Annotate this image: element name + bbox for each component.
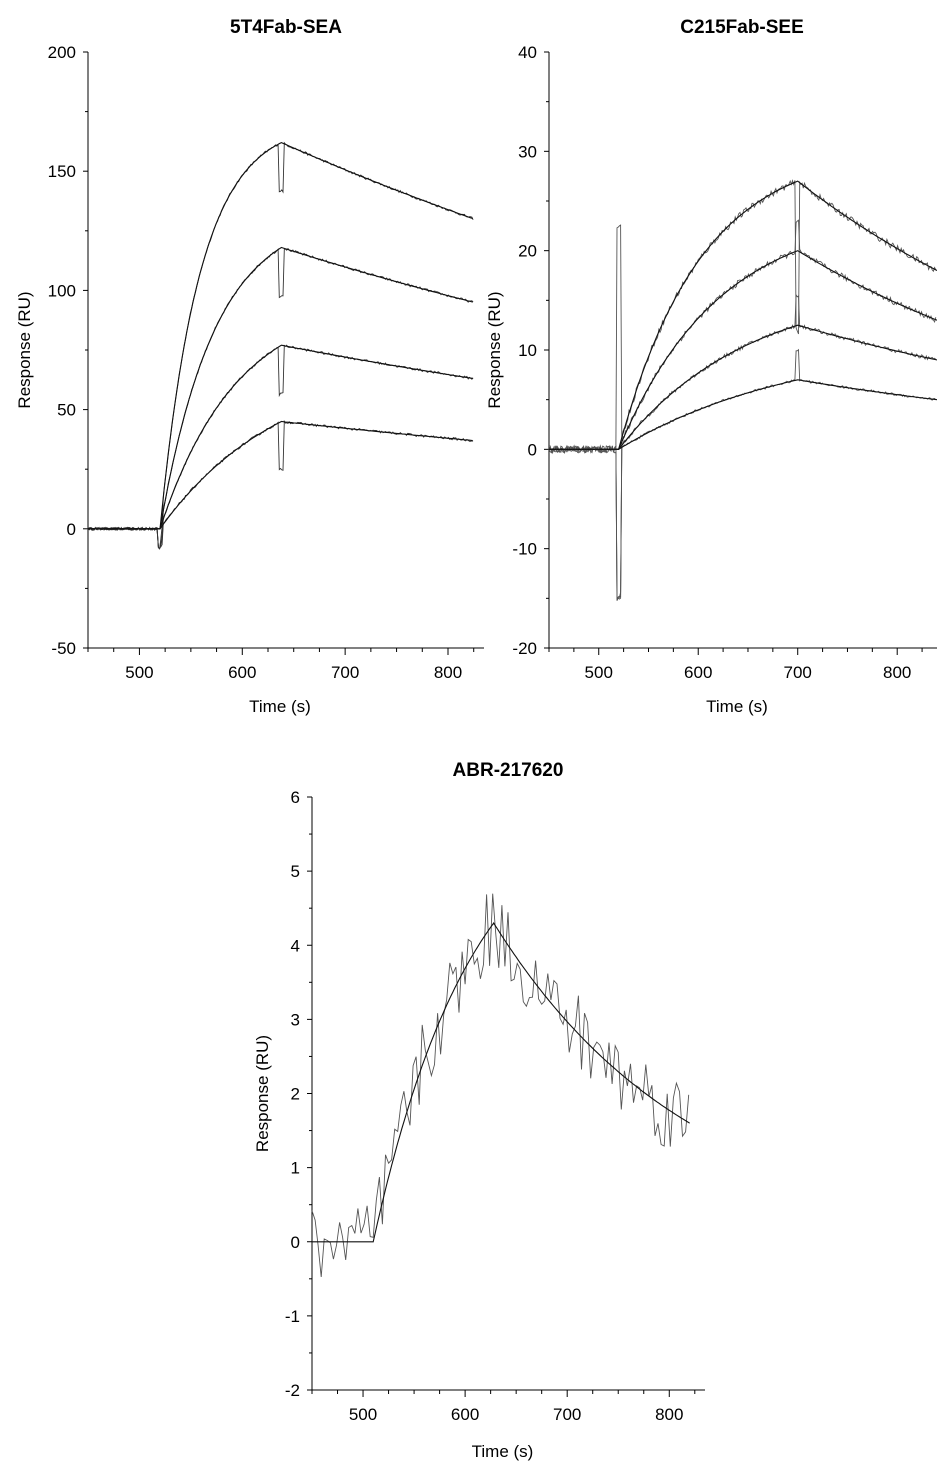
y-tick-label: 50 [57,401,76,420]
x-axis-label: Time (s) [706,697,768,716]
x-tick-label: 700 [784,663,812,682]
fitted-curve [312,922,690,1243]
y-tick-label: 6 [291,788,300,807]
x-tick-label: 800 [883,663,911,682]
y-tick-label: 0 [67,520,76,539]
x-tick-label: 700 [331,663,359,682]
sensorgram-trace [311,893,690,1278]
y-tick-label: 100 [48,281,76,300]
chart-c215fab-see: C215Fab-SEE 40 30 20 10 0 -10 -20 500 600 700 800 Ti… [485,17,937,716]
fitted-curve [88,344,473,530]
chart-title: C215Fab-SEE [680,17,804,38]
y-tick-label: 5 [291,862,300,881]
fitted-curve [549,324,937,450]
chart-abr-217620: ABR-217620 6 5 4 3 2 1 0 -1 -2 500 600 700 800 Time (s… [253,760,705,1461]
y-tick-label: 0 [291,1233,300,1252]
y-tick-label: 10 [518,341,537,360]
y-tick-label: -50 [51,639,76,658]
y-tick-label: 3 [291,1010,300,1029]
x-tick-label: 600 [228,663,256,682]
y-tick-label: 1 [291,1159,300,1178]
x-tick-label: 500 [125,663,153,682]
sensorgram-trace [87,247,474,550]
fitted-curve [88,246,473,530]
sensorgram-trace [548,219,937,601]
y-tick-label: 40 [518,43,537,62]
fitted-curve [88,141,473,530]
y-tick-label: 4 [291,936,300,955]
y-tick-label: 200 [48,43,76,62]
x-tick-label: 600 [684,663,712,682]
y-tick-label: -2 [285,1381,300,1400]
x-tick-label: 800 [655,1405,683,1424]
y-tick-label: 0 [528,440,537,459]
fitted-curve [88,420,473,530]
x-axis-label: Time (s) [472,1442,534,1461]
sensorgram-trace [87,344,474,550]
x-tick-label: 700 [553,1405,581,1424]
x-tick-label: 500 [349,1405,377,1424]
fitted-curve [549,379,937,450]
y-tick-label: 20 [518,242,537,261]
sensorgram-trace [548,348,937,600]
y-axis-label: Response (RU) [485,291,504,408]
y-tick-label: -10 [512,540,537,559]
y-tick-label: -1 [285,1307,300,1326]
x-axis-label: Time (s) [249,697,311,716]
x-tick-label: 800 [434,663,462,682]
y-tick-label: 30 [518,142,537,161]
x-tick-label: 500 [585,663,613,682]
y-tick-label: 2 [291,1085,300,1104]
y-axis-label: Response (RU) [253,1035,272,1152]
sensorgram-trace [87,419,474,549]
chart-title: ABR-217620 [453,760,564,781]
x-tick-label: 600 [451,1405,479,1424]
y-tick-label: -20 [512,639,537,658]
y-tick-label: 150 [48,162,76,181]
fitted-curve [549,180,937,450]
chart-title: 5T4Fab-SEA [230,17,342,38]
sensorgram-trace [548,179,937,455]
y-axis-label: Response (RU) [15,291,34,408]
